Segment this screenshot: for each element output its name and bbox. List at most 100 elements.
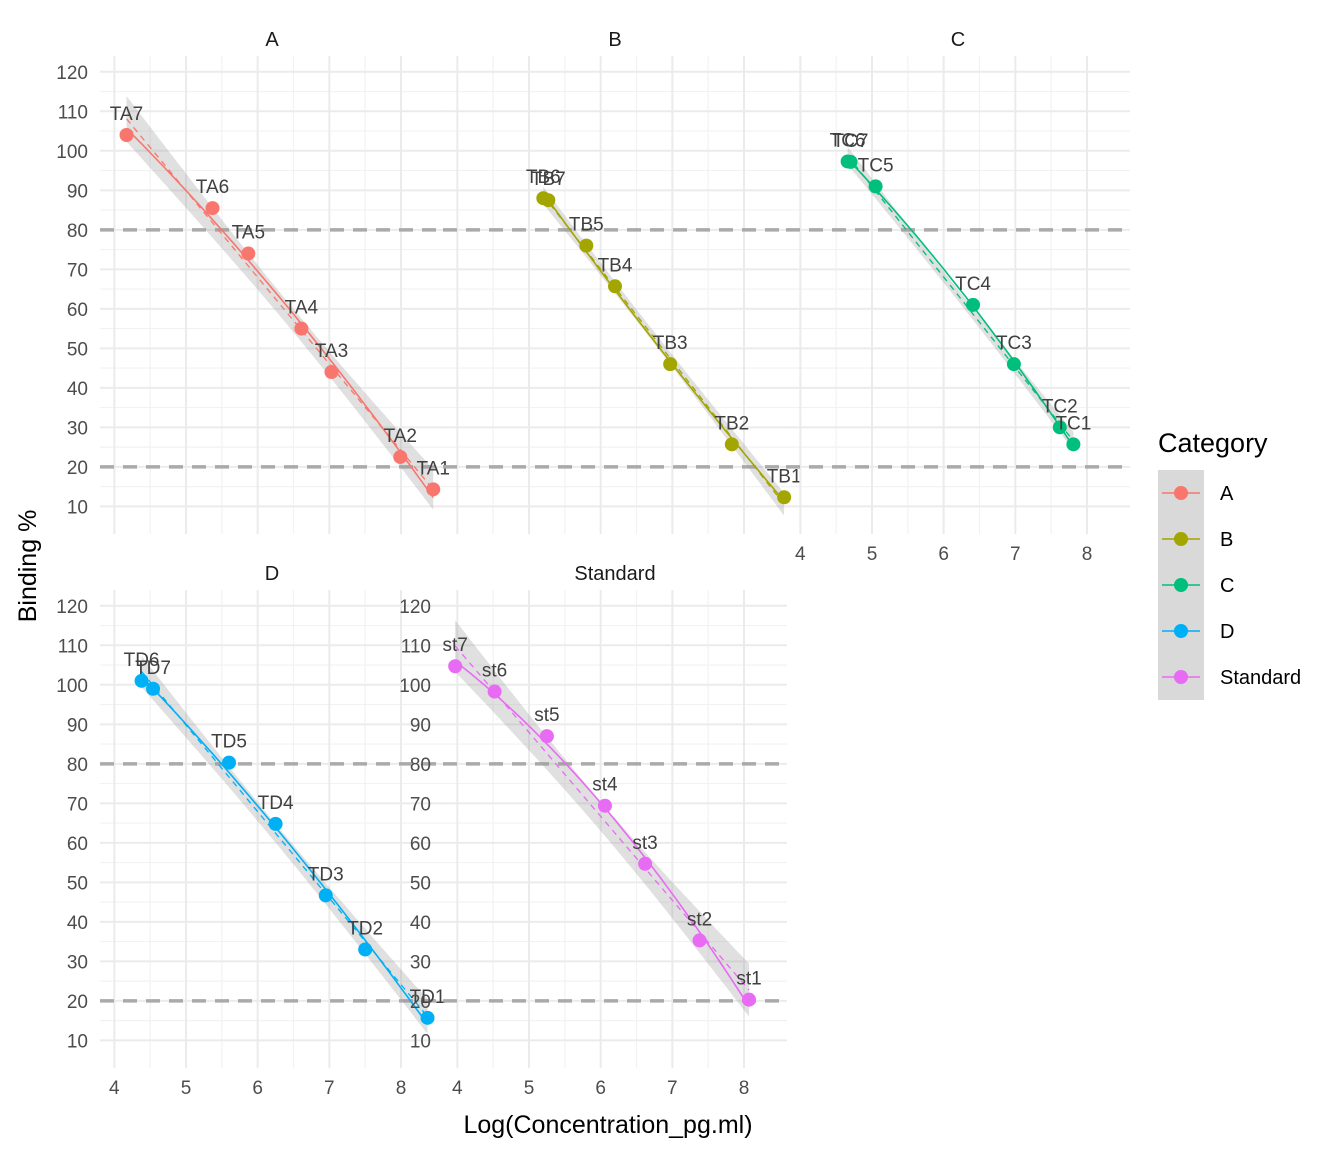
data-point-tb4 xyxy=(608,279,622,294)
x-tick-label: 4 xyxy=(109,1078,120,1099)
legend-entry-standard: Standard xyxy=(1162,667,1301,689)
point-label-st7: st7 xyxy=(443,635,468,656)
point-label-td2: TD2 xyxy=(347,918,383,939)
legend-key-point xyxy=(1174,578,1188,592)
legend-label: B xyxy=(1220,529,1233,551)
point-label-td3: TD3 xyxy=(308,864,344,885)
data-point-ta7 xyxy=(119,128,134,143)
y-tick-label: 10 xyxy=(67,1031,88,1052)
point-label-tc2: TC2 xyxy=(1042,396,1078,417)
linear-fit-line xyxy=(847,155,1074,442)
data-point-tc1 xyxy=(1066,437,1081,452)
point-label-tc6: TC6 xyxy=(830,130,866,151)
y-tick-label: 50 xyxy=(410,873,431,894)
point-label-st6: st6 xyxy=(482,661,507,682)
point-label-td1: TD1 xyxy=(410,987,446,1008)
point-label-tc5: TC5 xyxy=(858,155,894,176)
y-tick-label: 40 xyxy=(67,913,88,934)
data-point-td5 xyxy=(222,755,236,770)
x-tick-label: 7 xyxy=(667,1078,678,1099)
x-tick-label: 4 xyxy=(795,544,806,565)
data-point-st3 xyxy=(638,856,653,871)
point-label-td5: TD5 xyxy=(211,732,247,753)
legend-entry-c: C xyxy=(1162,575,1234,597)
linear-fit-line xyxy=(141,671,429,1017)
y-tick-label: 110 xyxy=(401,636,431,657)
y-axis-title: Binding % xyxy=(14,510,42,623)
x-tick-label: 7 xyxy=(1010,544,1021,565)
y-tick-label: 120 xyxy=(56,63,88,84)
point-label-tb4: TB4 xyxy=(598,255,633,276)
y-tick-label: 30 xyxy=(410,952,431,973)
y-tick-label: 70 xyxy=(67,794,88,815)
y-tick-label: 20 xyxy=(410,992,431,1013)
data-point-td6 xyxy=(134,673,149,688)
x-tick-label: 5 xyxy=(524,1078,535,1099)
y-tick-label: 110 xyxy=(58,102,88,123)
legend-label: Standard xyxy=(1220,667,1301,689)
data-point-tc3 xyxy=(1006,357,1021,372)
data-point-ta1 xyxy=(426,482,441,497)
data-point-td2 xyxy=(358,942,373,957)
legend-label: D xyxy=(1220,621,1234,643)
y-tick-label: 90 xyxy=(67,181,88,202)
data-point-ta6 xyxy=(205,201,220,216)
x-tick-label: 8 xyxy=(396,1078,407,1099)
data-point-tb3 xyxy=(663,357,678,372)
point-label-tb2: TB2 xyxy=(714,413,749,434)
y-tick-label: 120 xyxy=(56,597,88,618)
data-point-ta3 xyxy=(324,365,339,380)
point-label-st3: st3 xyxy=(632,833,657,854)
data-point-st2 xyxy=(692,933,707,948)
legend-entry-b: B xyxy=(1162,529,1233,551)
smooth-curve xyxy=(141,675,429,1025)
y-tick-label: 100 xyxy=(56,142,88,163)
x-tick-label: 5 xyxy=(867,544,878,565)
y-tick-label: 120 xyxy=(399,597,431,618)
data-point-td3 xyxy=(318,888,333,903)
y-tick-label: 60 xyxy=(67,300,88,321)
legend-key-point xyxy=(1174,670,1188,684)
panel-strip-title: A xyxy=(265,29,279,51)
point-label-st1: st1 xyxy=(736,969,761,990)
legend: Category A B C D Standard xyxy=(1158,428,1301,700)
confidence-band xyxy=(455,620,749,1017)
x-tick-label: 8 xyxy=(739,1078,750,1099)
x-tick-label: 6 xyxy=(595,1078,606,1099)
point-label-st5: st5 xyxy=(534,705,559,726)
y-tick-label: 10 xyxy=(67,497,88,518)
data-point-tb2 xyxy=(724,437,739,452)
data-point-tc7 xyxy=(843,154,858,169)
x-tick-label: 8 xyxy=(1082,544,1093,565)
point-label-st4: st4 xyxy=(592,775,618,796)
data-point-td1 xyxy=(420,1010,435,1025)
panel-strip-title: C xyxy=(951,29,965,51)
data-point-ta2 xyxy=(393,449,408,464)
data-point-td4 xyxy=(268,816,283,831)
data-point-tb5 xyxy=(579,238,594,253)
x-tick-label: 6 xyxy=(252,1078,263,1099)
legend-title: Category xyxy=(1158,428,1268,458)
data-point-st6 xyxy=(487,684,502,699)
y-tick-label: 60 xyxy=(410,834,431,855)
x-tick-label: 4 xyxy=(452,1078,463,1099)
y-tick-label: 20 xyxy=(67,458,88,479)
point-label-td7: TD7 xyxy=(135,658,171,679)
y-tick-label: 30 xyxy=(67,952,88,973)
y-tick-label: 40 xyxy=(410,913,431,934)
data-point-tc4 xyxy=(966,297,981,312)
y-tick-label: 110 xyxy=(58,636,88,657)
data-point-tb1 xyxy=(777,490,792,505)
y-tick-label: 80 xyxy=(410,755,431,776)
point-label-td6: TD6 xyxy=(124,650,160,671)
smooth-curve xyxy=(125,128,434,499)
y-tick-label: 80 xyxy=(67,221,88,242)
point-label-ta1: TA1 xyxy=(417,458,450,479)
confidence-band xyxy=(126,96,434,510)
point-label-tc3: TC3 xyxy=(996,333,1032,354)
legend-key-point xyxy=(1174,624,1188,638)
